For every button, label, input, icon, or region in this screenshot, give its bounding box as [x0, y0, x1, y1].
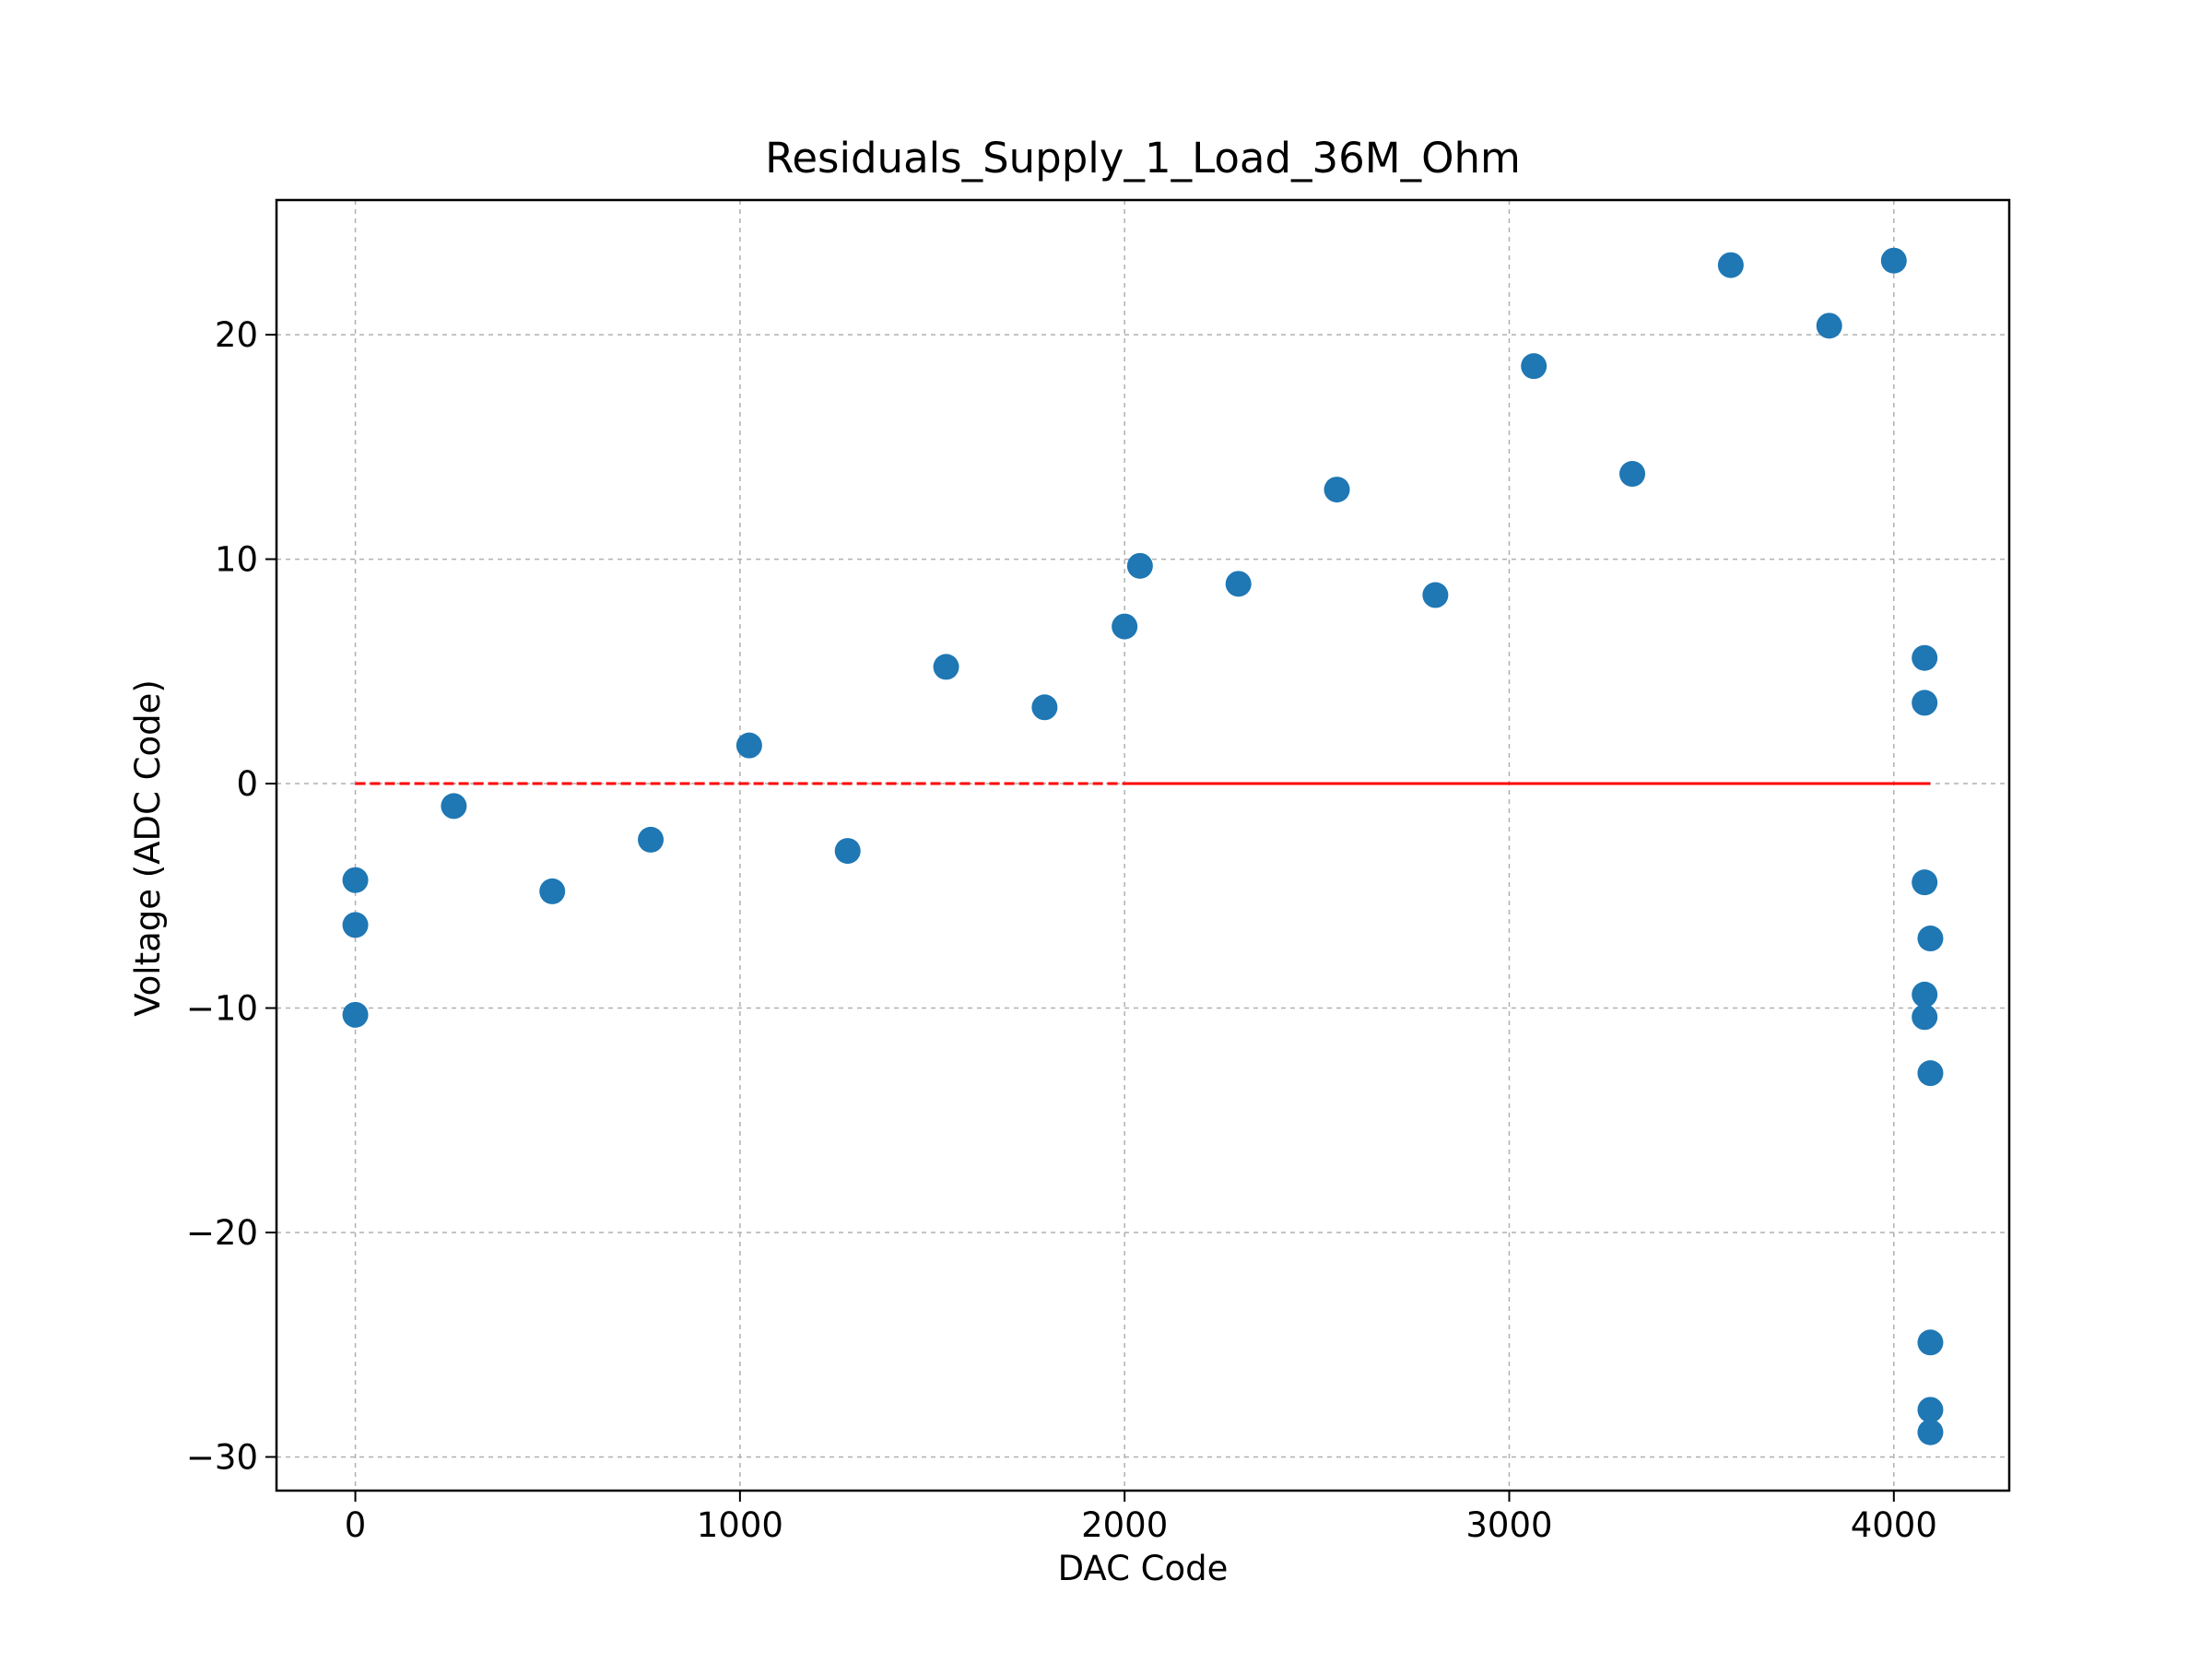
y-tick-label: 0 [236, 764, 258, 804]
data-point [342, 1001, 369, 1028]
data-point [1912, 981, 1938, 1008]
data-point [1816, 313, 1842, 339]
x-tick-label: 1000 [697, 1505, 783, 1545]
data-point [1917, 1397, 1944, 1423]
data-point [441, 793, 467, 820]
data-point [539, 878, 566, 904]
y-axis-ticks: −30 −20 −10 0 10 20 [186, 315, 276, 1477]
y-tick-label: −10 [186, 989, 258, 1029]
data-point [1917, 926, 1944, 952]
y-tick-label: 20 [215, 315, 258, 355]
data-point [342, 867, 369, 893]
data-point [1126, 552, 1153, 579]
data-point [638, 826, 665, 853]
data-point [1521, 353, 1547, 380]
data-point [1717, 252, 1744, 278]
data-points [342, 247, 1944, 1445]
y-tick-label: −20 [186, 1213, 258, 1253]
x-tick-label: 2000 [1081, 1505, 1168, 1545]
chart-title: Residuals_Supply_1_Load_36M_Ohm [765, 134, 1521, 183]
x-tick-label: 3000 [1465, 1505, 1552, 1545]
data-point [1112, 613, 1138, 640]
data-point [1031, 694, 1058, 721]
x-tick-label: 4000 [1851, 1505, 1937, 1545]
data-point [1880, 247, 1907, 274]
data-point [342, 912, 369, 938]
y-tick-label: 10 [215, 540, 258, 580]
x-axis-ticks: 0 1000 2000 3000 4000 [345, 1491, 1937, 1545]
x-tick-label: 0 [345, 1505, 367, 1545]
data-point [735, 732, 762, 759]
data-point [1912, 1004, 1938, 1031]
data-point [1225, 571, 1252, 597]
data-point [1324, 477, 1350, 503]
x-axis-title: DAC Code [1058, 1549, 1229, 1588]
y-axis-title: Voltage (ADC Code) [128, 679, 168, 1017]
plot-frame [275, 198, 2011, 1492]
data-point [1619, 461, 1646, 488]
data-point [1917, 1329, 1944, 1356]
data-point [1917, 1060, 1944, 1087]
y-tick-label: −30 [186, 1437, 258, 1477]
data-point [1912, 644, 1938, 671]
data-point [1422, 582, 1449, 608]
data-point [1912, 690, 1938, 716]
data-point [834, 838, 861, 865]
data-point [1917, 1419, 1944, 1445]
data-point [1912, 869, 1938, 896]
data-point [933, 654, 959, 680]
